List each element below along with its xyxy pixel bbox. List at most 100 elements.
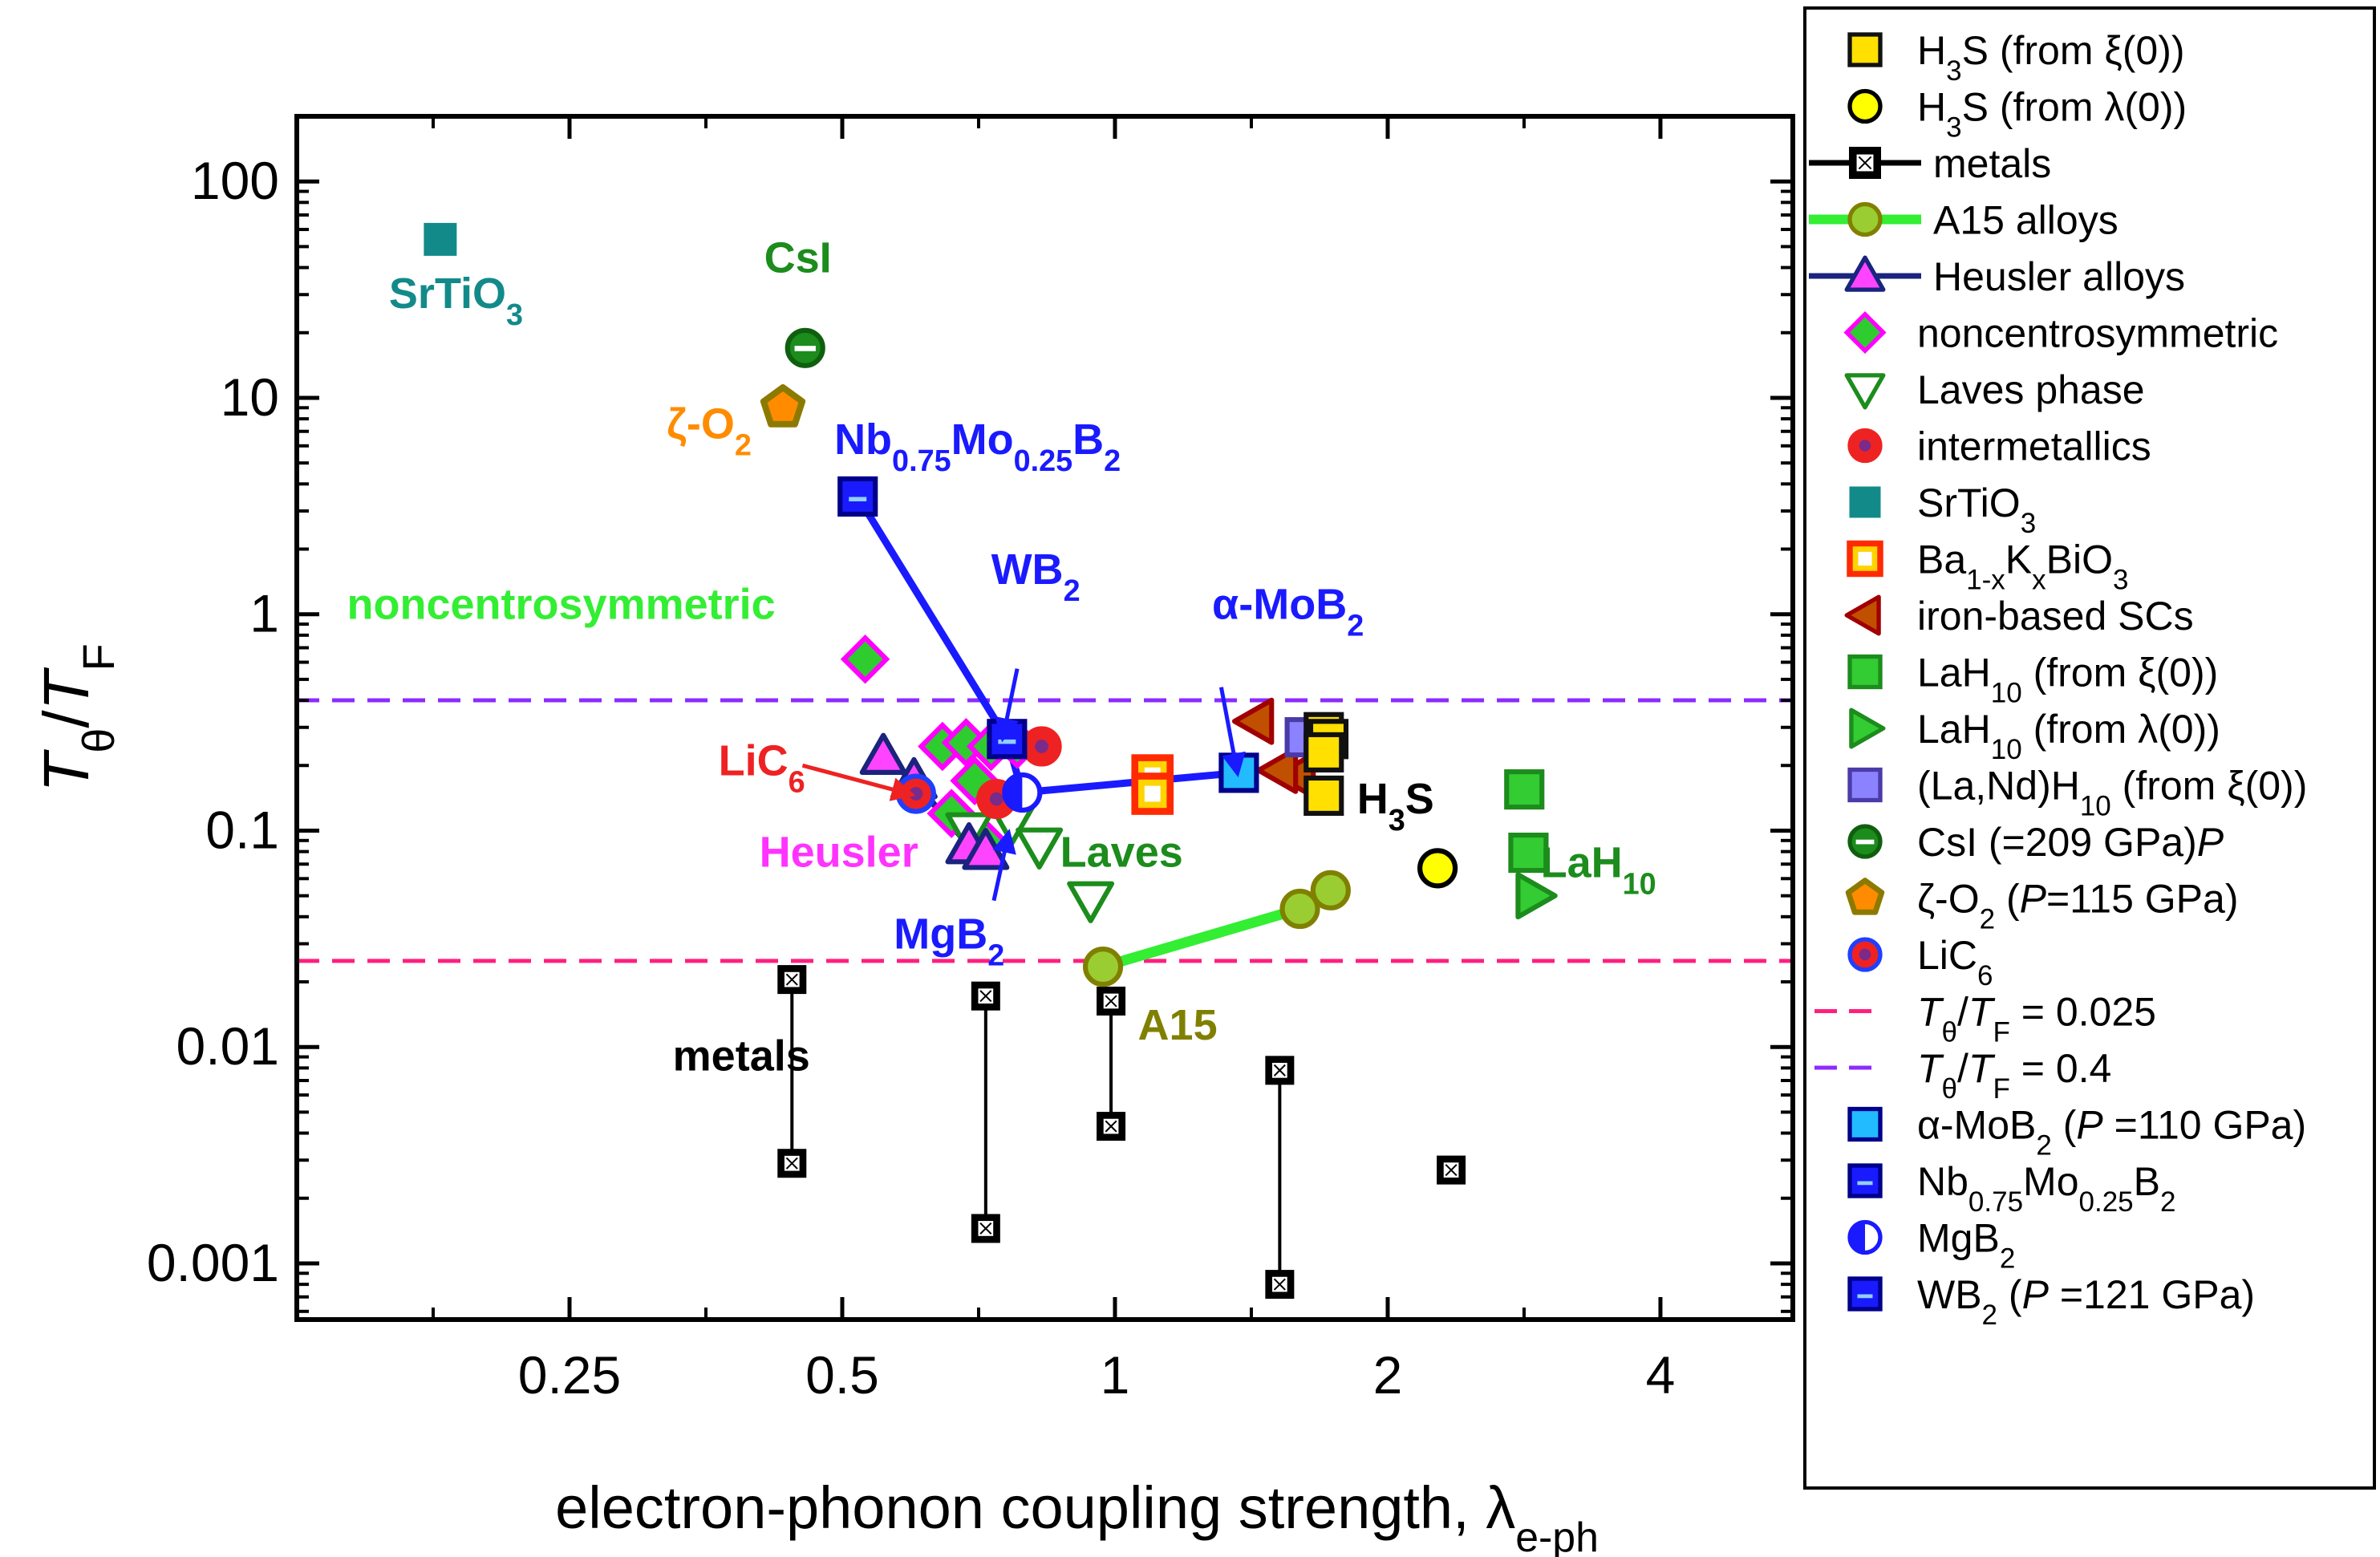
legend-item-2: metals bbox=[1809, 141, 2051, 186]
legend-item-3: A15 alloys bbox=[1809, 198, 2118, 243]
marker-2-1-dot bbox=[1035, 740, 1048, 753]
annotation-3: Nb0.75Mo0.25B2 bbox=[834, 416, 1121, 478]
legend-marker-15 bbox=[1845, 878, 1885, 915]
xtick-label-0: 0.25 bbox=[518, 1345, 621, 1405]
marker-15-0-dot bbox=[909, 787, 923, 801]
marker-14-0 bbox=[760, 383, 806, 428]
xtick-label-3: 2 bbox=[1373, 1345, 1403, 1405]
legend-item-18: Tθ/TF = 0.4 bbox=[1814, 1046, 2111, 1105]
legend-item-11: LaH10 (from ξ(0)) bbox=[1847, 651, 2218, 708]
legend-marker-1 bbox=[1847, 88, 1883, 124]
marker-13-0-bar bbox=[794, 346, 816, 351]
ytick-label-1: 0.01 bbox=[176, 1016, 279, 1076]
legend-label-2: metals bbox=[1933, 141, 2051, 186]
marker-5-1-inner bbox=[1144, 785, 1161, 802]
legend-marker-2-x bbox=[1858, 156, 1872, 170]
legend-item-9: Ba1-xKxBiO3 bbox=[1847, 537, 2128, 595]
legend-marker-5 bbox=[1843, 310, 1887, 355]
marker-17-0 bbox=[837, 476, 878, 517]
arrow-1 bbox=[995, 668, 1020, 743]
marker-1-2 bbox=[1016, 827, 1064, 870]
legend-marker-16-dot bbox=[1859, 948, 1871, 961]
arrow-3 bbox=[991, 829, 1016, 902]
legend-label-3: A15 alloys bbox=[1933, 198, 2118, 243]
legend-marker-3 bbox=[1847, 201, 1883, 237]
metals-marker-1-low-x bbox=[979, 1222, 992, 1235]
ytick-label-5: 100 bbox=[191, 151, 279, 210]
plot-frame bbox=[294, 114, 1795, 1322]
legend-label-8: SrTiO3 bbox=[1917, 480, 2036, 539]
ytick-label-4: 10 bbox=[221, 367, 279, 427]
marker-3-0 bbox=[859, 732, 907, 775]
legend-marker-4 bbox=[1844, 255, 1886, 292]
legend-marker-20 bbox=[1847, 1163, 1883, 1198]
legend-marker-7-dot bbox=[1859, 440, 1871, 452]
xtick-label-1: 0.5 bbox=[805, 1345, 879, 1405]
legend-label-1: H3S (from λ(0)) bbox=[1917, 85, 2187, 144]
marker-11-0 bbox=[1515, 872, 1558, 920]
annotation-8: Heusler bbox=[760, 829, 918, 877]
annotation-6: α-MoB2 bbox=[1212, 581, 1364, 643]
legend-item-21: MgB2 bbox=[1847, 1216, 2015, 1274]
annotation-13: A15 bbox=[1138, 1001, 1218, 1049]
arrow-0 bbox=[801, 763, 916, 801]
legend-item-5: noncentrosymmetric bbox=[1843, 310, 2278, 356]
legend-item-0: H3S (from ξ(0)) bbox=[1847, 28, 2185, 87]
legend-label-22: WB2 (P =121 GPa) bbox=[1917, 1272, 2255, 1331]
plot-area: SrTiO3 CsI ζ-O2 Nb0.75Mo0.25B2 noncentrosymm… bbox=[297, 222, 1793, 1300]
annotation-5: WB2 bbox=[991, 545, 1081, 608]
marker-8-2 bbox=[1304, 732, 1344, 772]
metals-marker-0-high-x bbox=[785, 973, 798, 986]
legend-label-16: LiC6 bbox=[1917, 933, 1993, 991]
legend-item-15: ζ-O2 (P=115 GPa) bbox=[1845, 877, 2238, 935]
legend-item-8: SrTiO3 bbox=[1849, 480, 2036, 539]
metals-marker-3-low bbox=[1265, 1270, 1295, 1300]
legend-label-15: ζ-O2 (P=115 GPa) bbox=[1917, 877, 2238, 935]
legend-item-1: H3S (from λ(0)) bbox=[1847, 85, 2187, 144]
legend-label-6: Laves phase bbox=[1917, 367, 2145, 412]
marker-4-0 bbox=[1082, 947, 1124, 987]
legend-item-14: CsI (=209 GPa)P bbox=[1847, 820, 2224, 865]
legend-item-7: intermetallics bbox=[1847, 424, 2151, 469]
annotation-11: H3S bbox=[1357, 775, 1434, 837]
metals-marker-2-low bbox=[1097, 1112, 1126, 1141]
legend-item-20: Nb0.75Mo0.25B2 bbox=[1847, 1159, 2175, 1218]
xtick-label-2: 1 bbox=[1101, 1345, 1130, 1405]
marker-4-2 bbox=[1310, 870, 1351, 910]
marker-16-0-half bbox=[1004, 774, 1023, 810]
legend-marker-6 bbox=[1844, 373, 1886, 410]
legend: H3S (from ξ(0))H3S (from λ(0))metals A15 … bbox=[1803, 6, 2376, 1490]
legend-marker-14-bar bbox=[1855, 839, 1875, 845]
metals-marker-0-low bbox=[777, 1149, 807, 1178]
legend-marker-13 bbox=[1847, 767, 1883, 803]
metals-marker-single-0-x bbox=[1445, 1164, 1458, 1177]
metals-marker-1-high-x bbox=[979, 990, 992, 1003]
marker-9-0 bbox=[1417, 848, 1458, 889]
metals-marker-0-low-x bbox=[785, 1157, 798, 1170]
marker-4-1 bbox=[1279, 888, 1320, 930]
metals-marker-3-high-x bbox=[1273, 1064, 1286, 1077]
legend-marker-0 bbox=[1847, 32, 1883, 67]
marker-0-0 bbox=[840, 634, 890, 684]
legend-box bbox=[1803, 6, 2376, 1490]
annotation-4: noncentrosymmetric bbox=[347, 581, 776, 629]
y-axis-label: Tθ/TF bbox=[30, 643, 124, 792]
legend-label-14: CsI (=209 GPa)P bbox=[1917, 820, 2224, 865]
legend-label-10: iron-based SCs bbox=[1917, 594, 2194, 639]
xtick-label-4: 4 bbox=[1646, 1345, 1676, 1405]
legend-label-17: Tθ/TF = 0.025 bbox=[1917, 990, 2156, 1048]
annotation-12: LaH10 bbox=[1541, 838, 1656, 901]
annotation-10: MgB2 bbox=[894, 910, 1004, 973]
legend-label-0: H3S (from ξ(0)) bbox=[1917, 28, 2185, 87]
legend-marker-21-half bbox=[1850, 1222, 1865, 1253]
marker-12-0 bbox=[424, 222, 457, 256]
legend-label-12: LaH10 (from λ(0)) bbox=[1917, 707, 2220, 765]
annotation-0: SrTiO3 bbox=[389, 270, 523, 332]
legend-item-12: LaH10 (from λ(0)) bbox=[1849, 707, 2220, 765]
annotation-1: CsI bbox=[764, 234, 832, 282]
marker-10-1 bbox=[1508, 832, 1549, 874]
legend-label-18: Tθ/TF = 0.4 bbox=[1917, 1046, 2111, 1105]
annotation-7: LiC6 bbox=[719, 737, 805, 800]
legend-item-19: α-MoB2 (P =110 GPa) bbox=[1847, 1103, 2306, 1161]
